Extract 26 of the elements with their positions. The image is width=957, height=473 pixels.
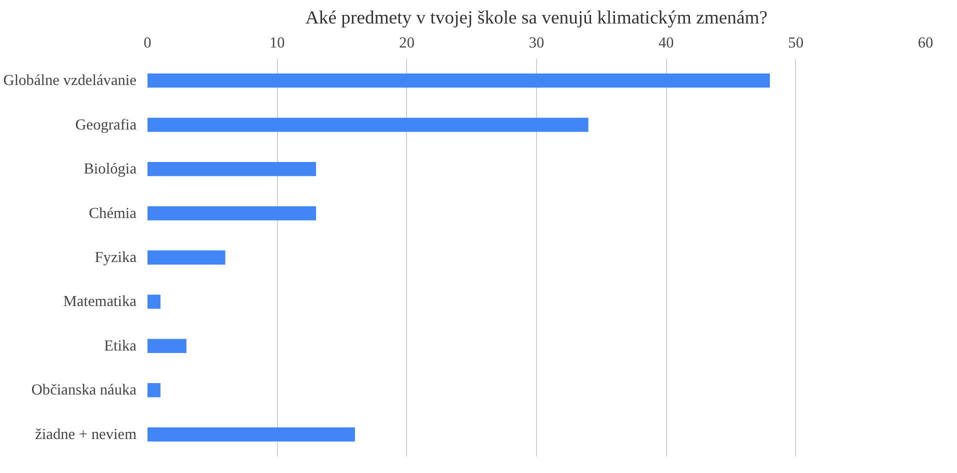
x-tick-label: 60 xyxy=(918,34,934,52)
x-tick-label: 0 xyxy=(144,34,152,52)
x-tick-label: 50 xyxy=(788,34,804,52)
bar xyxy=(148,383,160,398)
bar xyxy=(148,74,770,88)
bar xyxy=(148,338,186,354)
y-tick-label: Fyzika xyxy=(94,249,137,266)
x-tick-label: 10 xyxy=(270,34,286,52)
x-tick-label: 40 xyxy=(658,34,674,52)
x-tick-label: 30 xyxy=(528,34,544,52)
bar xyxy=(148,427,355,442)
chart-title: Aké predmety v tvojej škole sa venujú klimatickým zmenám? xyxy=(305,8,768,28)
y-tick-label: Geografia xyxy=(75,116,137,134)
y-tick-label: Občianska náuka xyxy=(31,382,137,399)
bar xyxy=(148,206,316,220)
y-tick-label: Etika xyxy=(104,337,137,354)
bar xyxy=(148,162,316,176)
y-tick-label: Chémia xyxy=(88,204,137,222)
y-tick-label: žiadne + neviem xyxy=(35,426,137,443)
y-tick-label: Matematika xyxy=(63,293,137,310)
y-tick-label: Globálne vzdelávanie xyxy=(3,72,137,90)
bar xyxy=(148,294,160,309)
y-tick-label: Biológia xyxy=(84,160,137,178)
bar xyxy=(148,118,588,132)
x-tick-label: 20 xyxy=(399,34,415,52)
bar xyxy=(148,250,226,265)
